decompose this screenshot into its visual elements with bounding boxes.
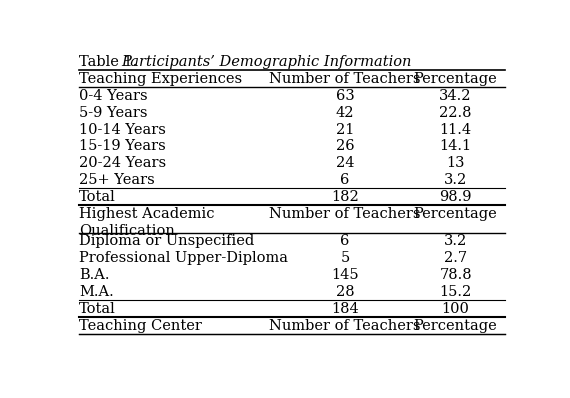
Text: 26: 26 <box>336 139 355 153</box>
Text: 3.2: 3.2 <box>444 234 467 248</box>
Text: 182: 182 <box>331 190 359 204</box>
Text: 22.8: 22.8 <box>439 106 472 120</box>
Text: 5-9 Years: 5-9 Years <box>79 106 148 120</box>
Text: Professional Upper-Diploma: Professional Upper-Diploma <box>79 251 288 265</box>
Text: Total: Total <box>79 190 116 204</box>
Text: Teaching Center: Teaching Center <box>79 319 202 333</box>
Text: Participants’ Demographic Information: Participants’ Demographic Information <box>121 55 412 69</box>
Text: 34.2: 34.2 <box>439 89 472 103</box>
Text: 42: 42 <box>336 106 355 120</box>
Text: 184: 184 <box>331 302 359 316</box>
Text: 28: 28 <box>336 285 355 299</box>
Text: B.A.: B.A. <box>79 268 109 282</box>
Text: 21: 21 <box>336 123 355 137</box>
Text: 11.4: 11.4 <box>439 123 471 137</box>
Text: M.A.: M.A. <box>79 285 114 299</box>
Text: Percentage: Percentage <box>414 207 498 221</box>
Text: Teaching Experiences: Teaching Experiences <box>79 72 242 86</box>
Text: 6: 6 <box>340 234 350 248</box>
Text: 100: 100 <box>442 302 470 316</box>
Text: 2.7: 2.7 <box>444 251 467 265</box>
Text: 13: 13 <box>446 156 465 170</box>
Text: Percentage: Percentage <box>414 72 498 86</box>
Text: 145: 145 <box>331 268 359 282</box>
Text: 6: 6 <box>340 173 350 187</box>
Text: 25+ Years: 25+ Years <box>79 173 155 187</box>
Text: Number of Teachers: Number of Teachers <box>270 319 421 333</box>
Text: 10-14 Years: 10-14 Years <box>79 123 166 137</box>
Text: 78.8: 78.8 <box>439 268 472 282</box>
Text: 15-19 Years: 15-19 Years <box>79 139 166 153</box>
Text: Number of Teachers: Number of Teachers <box>270 72 421 86</box>
Text: 0-4 Years: 0-4 Years <box>79 89 148 103</box>
Text: Total: Total <box>79 302 116 316</box>
Text: 20-24 Years: 20-24 Years <box>79 156 166 170</box>
Text: Diploma or Unspecified: Diploma or Unspecified <box>79 234 254 248</box>
Text: 5: 5 <box>340 251 350 265</box>
Text: 63: 63 <box>336 89 355 103</box>
Text: Percentage: Percentage <box>414 319 498 333</box>
Text: Highest Academic
Qualification: Highest Academic Qualification <box>79 207 215 237</box>
Text: 98.9: 98.9 <box>439 190 472 204</box>
Text: Number of Teachers: Number of Teachers <box>270 207 421 221</box>
Text: 14.1: 14.1 <box>439 139 471 153</box>
Text: Table 1.: Table 1. <box>79 55 142 69</box>
Text: 24: 24 <box>336 156 355 170</box>
Text: 15.2: 15.2 <box>439 285 472 299</box>
Text: 3.2: 3.2 <box>444 173 467 187</box>
